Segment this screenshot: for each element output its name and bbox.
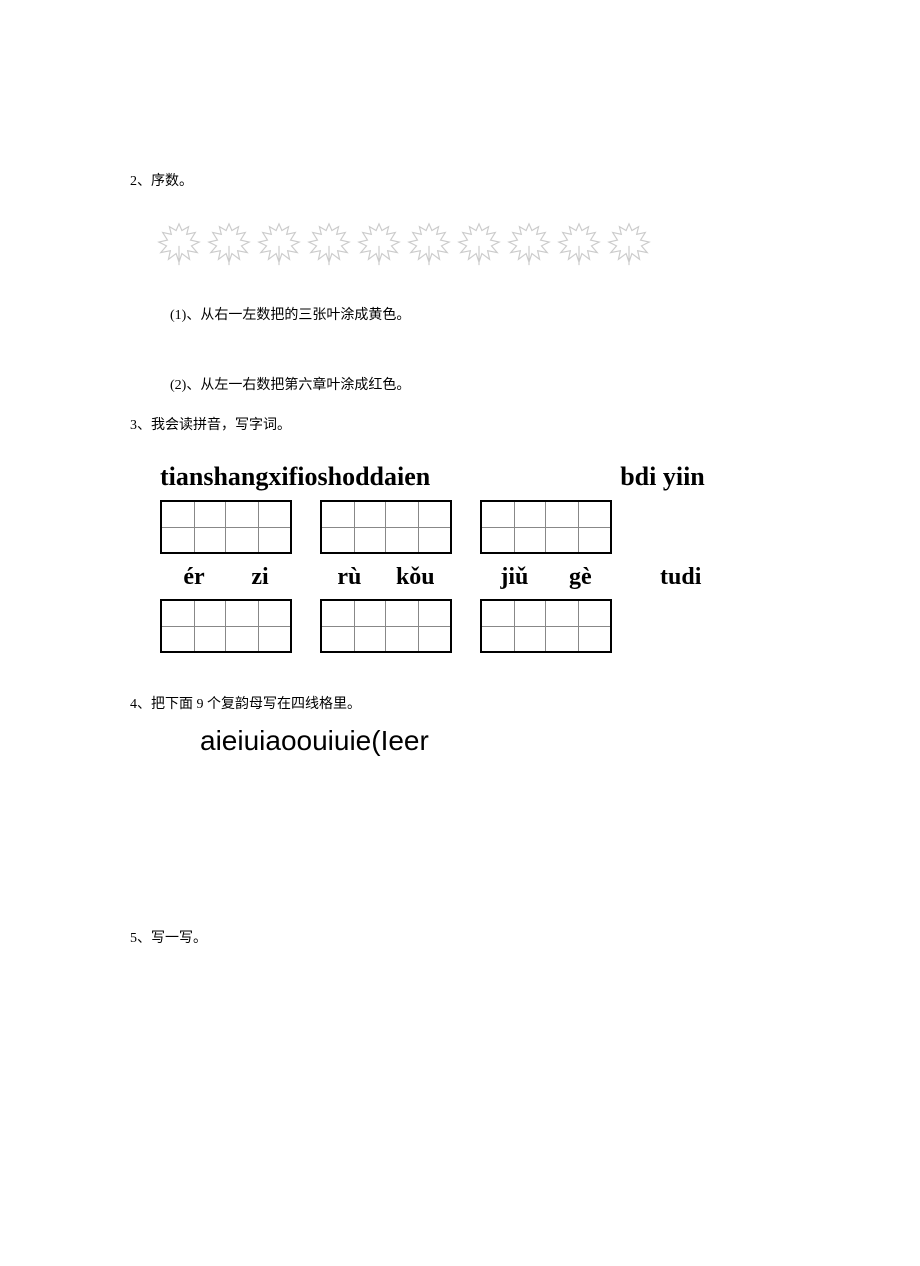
- leaf-icon: [255, 218, 303, 268]
- leaf-icon: [305, 218, 353, 268]
- pinyin-label-pair: rù kǒu: [320, 564, 452, 591]
- pinyin-label-extra: tudi: [660, 564, 701, 591]
- leaf-icon: [405, 218, 453, 268]
- leaf-icon: [355, 218, 403, 268]
- question-2-title: 2、序数。: [130, 170, 790, 190]
- grid-row-1: [160, 500, 790, 554]
- pinyin-label: zi: [251, 564, 268, 591]
- pinyin-label: rù: [337, 564, 361, 591]
- pinyin-label-pair: jiǔ gè: [480, 564, 612, 591]
- writing-grid: [160, 599, 292, 653]
- compound-vowels-text: aieiuiaoouiuie(Ieer: [200, 725, 790, 757]
- leaf-icon: [605, 218, 653, 268]
- pinyin-label: jiǔ: [500, 564, 528, 591]
- pinyin-label: kǒu: [396, 564, 435, 591]
- leaf-row: [155, 218, 790, 268]
- writing-grid: [480, 599, 612, 653]
- question-4-title: 4、把下面 9 个复韵母写在四线格里。: [130, 693, 790, 713]
- writing-grid: [320, 500, 452, 554]
- leaf-icon: [205, 218, 253, 268]
- grid-row-2: [160, 599, 790, 653]
- pinyin-label-pair: ér zi: [160, 564, 292, 591]
- leaf-icon: [505, 218, 553, 268]
- leaf-icon: [155, 218, 203, 268]
- leaf-icon: [555, 218, 603, 268]
- pinyin-label: ér: [183, 564, 204, 591]
- pinyin-text-right: bdi yiin: [620, 462, 705, 492]
- pinyin-text-left: tianshangxifioshoddaien: [160, 462, 430, 492]
- question-2-sub-1: (1)、从右一左数把的三张叶涂成黄色。: [170, 304, 790, 324]
- writing-grid: [160, 500, 292, 554]
- pinyin-label: gè: [569, 564, 592, 591]
- leaf-icon: [455, 218, 503, 268]
- pinyin-labels-row: ér zi rù kǒu jiǔ gè tudi: [160, 564, 790, 591]
- question-5-title: 5、写一写。: [130, 927, 790, 947]
- writing-grid: [320, 599, 452, 653]
- pinyin-row-1: tianshangxifioshoddaien bdi yiin: [160, 462, 790, 492]
- question-2-sub-2: (2)、从左一右数把第六章叶涂成红色。: [170, 374, 790, 394]
- question-3-title: 3、我会读拼音，写字词。: [130, 414, 790, 434]
- pinyin-writing-section: tianshangxifioshoddaien bdi yiin ér zi r…: [130, 462, 790, 653]
- writing-grid: [480, 500, 612, 554]
